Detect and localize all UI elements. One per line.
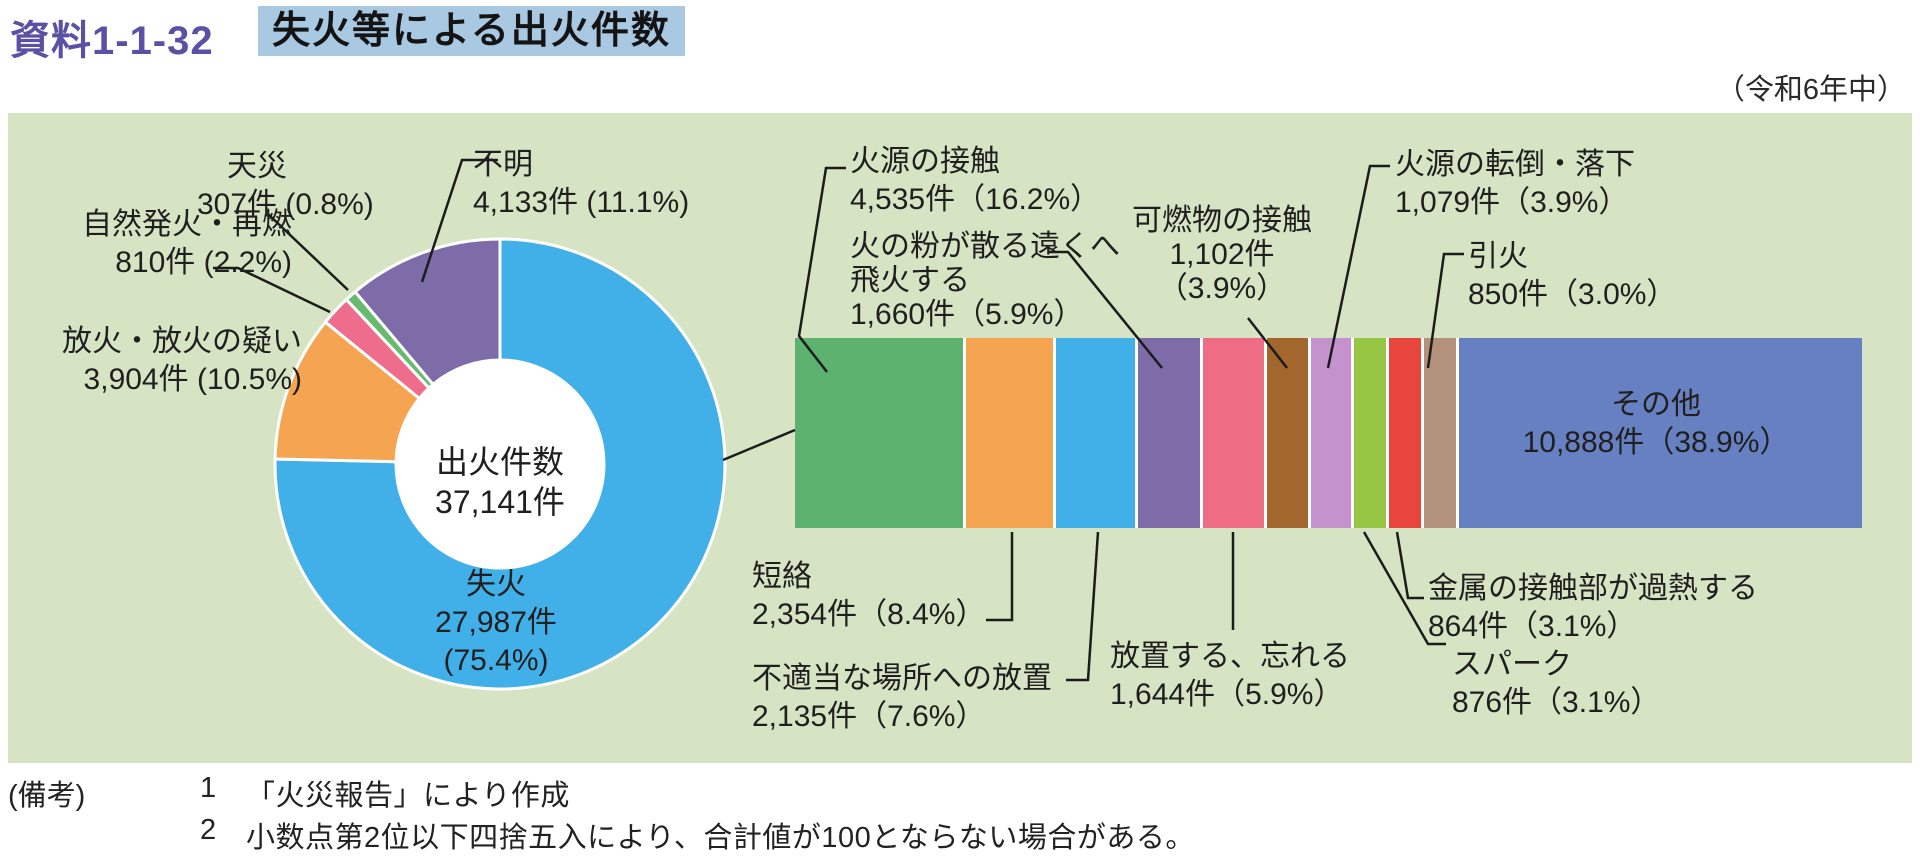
label-tentou: 火源の転倒・落下 1,079件（3.9%） <box>1395 148 1635 219</box>
label-tensai: 天災 307件 (0.8%) <box>197 150 374 221</box>
label-futekitou: 不適当な場所への放置 2,135件（7.6%） <box>752 662 1052 733</box>
bar-segment-8 <box>1386 338 1422 528</box>
bar-segment-0 <box>795 338 964 528</box>
label-inka: 引火 850件（3.0%） <box>1468 240 1677 311</box>
label-spark: スパーク 876件（3.1%） <box>1452 648 1661 719</box>
period-label: （令和6年中） <box>1715 74 1906 106</box>
bar-segment-9 <box>1421 338 1456 528</box>
notes: (備考) 1 「火災報告」により作成 2 小数点第2位以下四捨五入により、合計値… <box>8 772 1195 856</box>
note-1-text: 「火災報告」により作成 <box>246 780 570 812</box>
stacked-bar <box>795 338 1863 528</box>
label-houka: 放火・放火の疑い 3,904件 (10.5%) <box>62 325 302 396</box>
bar-segment-6 <box>1307 338 1351 528</box>
note-1-num: 1 <box>200 772 217 804</box>
label-kanen: 可燃物の接触 1,102件 （3.9%） <box>1132 204 1312 305</box>
label-shizen: 自然発火・再燃 810件 (2.2%) <box>82 208 292 279</box>
bar-segment-7 <box>1350 338 1387 528</box>
note-2-num: 2 <box>200 814 217 846</box>
label-hinoko: 火の粉が散る遠くへ 飛火する 1,660件（5.9%） <box>850 230 1120 331</box>
notes-mark: (備考) <box>8 780 86 812</box>
bar-segment-5 <box>1263 338 1308 528</box>
bar-segment-10 <box>1455 338 1863 528</box>
note-2-text: 小数点第2位以下四捨五入により、合計値が100とならない場合がある。 <box>246 822 1195 854</box>
page-title: 失火等による出火件数 <box>258 6 685 56</box>
label-kagen: 火源の接触 4,535件（16.2%） <box>850 145 1101 216</box>
label-shikka: 失火 27,987件 (75.4%) <box>435 568 557 677</box>
doc-number-label: 資料1-1-32 <box>10 19 214 63</box>
bar-segment-3 <box>1135 338 1200 528</box>
bar-segment-4 <box>1199 338 1264 528</box>
label-sonota: その他 10,888件（38.9%） <box>1522 388 1790 459</box>
bar-segment-2 <box>1053 338 1136 528</box>
label-kinzoku: 金属の接触部が過熱する 864件（3.1%） <box>1428 572 1758 643</box>
label-centerlbl: 出火件数 37,141件 <box>435 444 565 520</box>
label-houchi: 放置する、忘れる 1,644件（5.9%） <box>1110 640 1350 711</box>
label-tanraku: 短絡 2,354件（8.4%） <box>752 560 986 631</box>
bar-segment-1 <box>963 338 1054 528</box>
label-fumei: 不明 4,133件 (11.1%) <box>473 148 690 219</box>
